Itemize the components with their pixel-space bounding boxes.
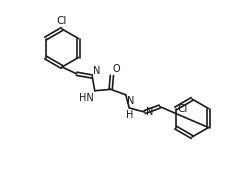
Text: HN: HN <box>79 93 94 103</box>
Text: N: N <box>126 96 134 106</box>
Text: O: O <box>112 64 120 74</box>
Text: Cl: Cl <box>177 104 187 114</box>
Text: N: N <box>93 66 100 76</box>
Text: H: H <box>125 110 132 120</box>
Text: N: N <box>145 107 152 117</box>
Text: Cl: Cl <box>56 16 67 26</box>
